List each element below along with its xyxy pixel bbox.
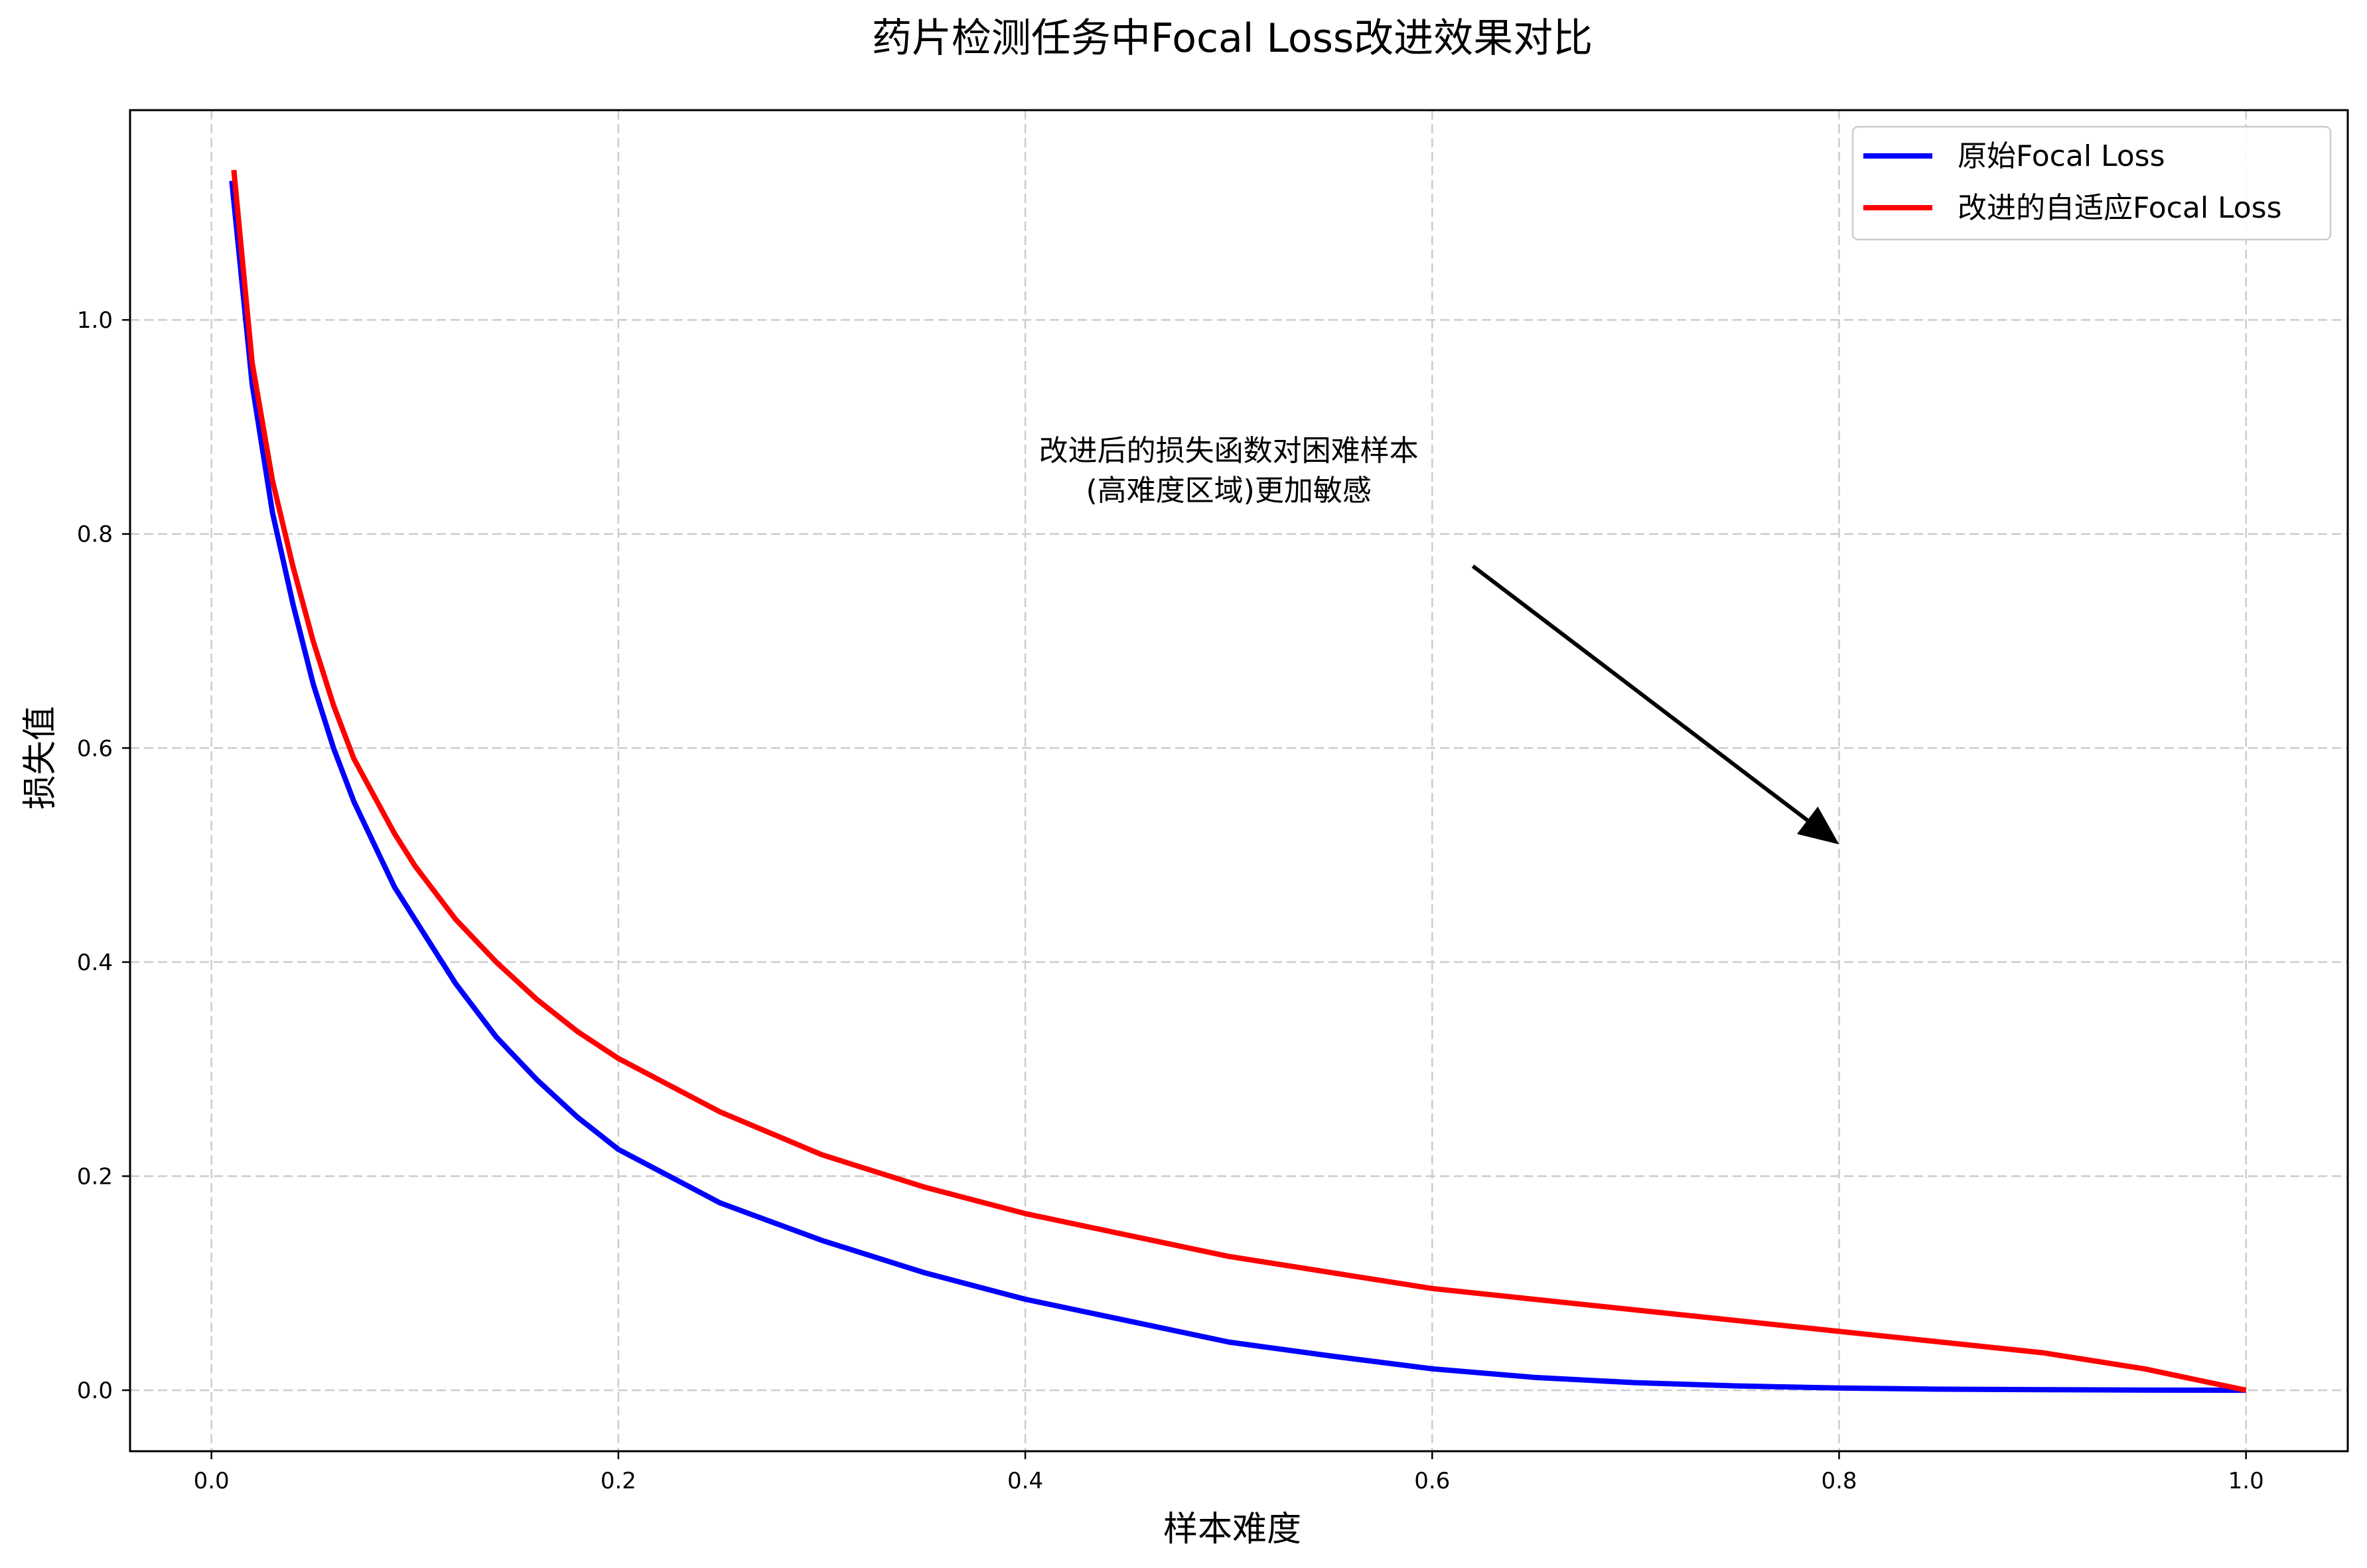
series-line-1	[229, 180, 2246, 1393]
y-tick-label: 0.0	[77, 1378, 113, 1404]
annotation-arrow-head	[1796, 806, 1839, 845]
annotation-text-line: 改进后的损失函数对困难样本	[1039, 434, 1419, 468]
y-tick-label: 0.8	[77, 522, 113, 548]
annotation-text-line: (高难度区域)更加敏感	[1086, 474, 1371, 508]
y-tick-label: 0.4	[77, 950, 113, 976]
plot-frame	[129, 109, 2349, 1453]
legend-label: 改进的自适应Focal Loss	[1958, 191, 2282, 225]
y-tick-label: 0.2	[77, 1163, 113, 1190]
annotation-arrow-shaft	[1471, 564, 1809, 822]
legend: 原始Focal Loss 改进的自适应Focal Loss	[1851, 125, 2332, 241]
axes: 0.0 0.2 0.4 0.6 0.8 1.0 0.0 0.2 0.4 0.6 0.8 1.0	[77, 109, 2349, 1494]
x-tick-label: 0.0	[194, 1468, 230, 1494]
series-line-2	[231, 169, 2247, 1393]
annotation: 改进后的损失函数对困难样本 (高难度区域)更加敏感	[1039, 434, 1839, 845]
x-tick-label: 0.8	[1821, 1468, 1857, 1494]
x-tick-label: 0.6	[1414, 1468, 1450, 1494]
x-tick-label: 1.0	[2228, 1468, 2264, 1494]
y-axis-label: 损失值	[21, 706, 60, 810]
y-tick-label: 1.0	[77, 307, 113, 334]
legend-label: 原始Focal Loss	[1958, 139, 2165, 173]
x-tick-label: 0.4	[1007, 1468, 1043, 1494]
series-lines	[229, 169, 2247, 1393]
y-tick-label: 0.6	[77, 735, 113, 762]
x-axis-label: 样本难度	[1163, 1510, 1301, 1549]
x-tick-label: 0.2	[601, 1468, 636, 1494]
chart-title: 药片检测任务中Focal Loss改进效果对比	[872, 15, 1593, 62]
legend-box	[1851, 125, 2332, 241]
